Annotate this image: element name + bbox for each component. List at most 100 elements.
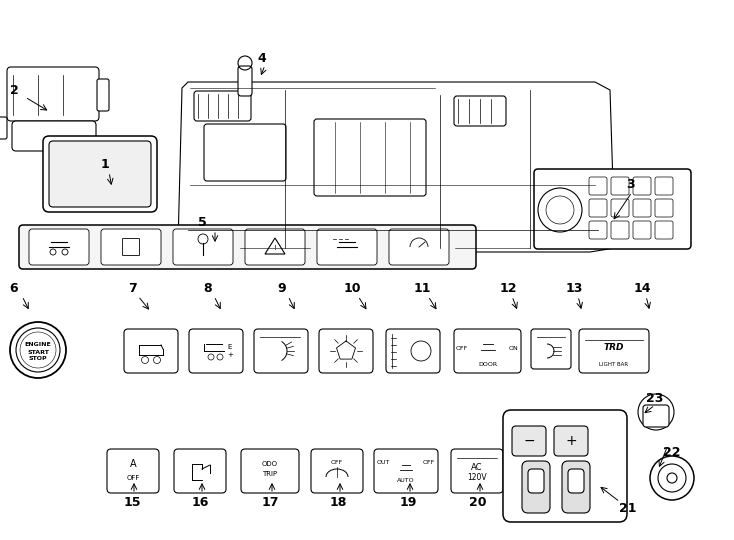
Text: 11: 11 bbox=[413, 281, 431, 294]
Text: 23: 23 bbox=[647, 392, 664, 404]
FancyBboxPatch shape bbox=[522, 461, 550, 513]
Text: 10: 10 bbox=[344, 281, 360, 294]
FancyBboxPatch shape bbox=[314, 119, 426, 196]
FancyBboxPatch shape bbox=[454, 329, 521, 373]
FancyBboxPatch shape bbox=[554, 426, 588, 456]
FancyBboxPatch shape bbox=[655, 221, 673, 239]
Text: 7: 7 bbox=[128, 281, 137, 294]
FancyBboxPatch shape bbox=[7, 67, 99, 121]
FancyBboxPatch shape bbox=[655, 177, 673, 195]
FancyBboxPatch shape bbox=[568, 469, 584, 493]
FancyBboxPatch shape bbox=[254, 329, 308, 373]
FancyBboxPatch shape bbox=[512, 426, 546, 456]
FancyBboxPatch shape bbox=[189, 329, 243, 373]
Text: ENGINE: ENGINE bbox=[25, 342, 51, 348]
Text: START: START bbox=[27, 349, 49, 354]
FancyBboxPatch shape bbox=[531, 329, 571, 369]
FancyBboxPatch shape bbox=[389, 229, 449, 265]
Text: 15: 15 bbox=[123, 496, 141, 509]
FancyBboxPatch shape bbox=[386, 329, 440, 373]
FancyBboxPatch shape bbox=[311, 449, 363, 493]
Text: −: − bbox=[523, 434, 535, 448]
Text: 8: 8 bbox=[204, 281, 212, 294]
FancyBboxPatch shape bbox=[579, 329, 649, 373]
Text: DOOR: DOOR bbox=[478, 362, 497, 368]
FancyBboxPatch shape bbox=[245, 229, 305, 265]
FancyBboxPatch shape bbox=[451, 449, 503, 493]
Text: ODO: ODO bbox=[262, 461, 278, 467]
FancyBboxPatch shape bbox=[107, 449, 159, 493]
FancyBboxPatch shape bbox=[589, 177, 607, 195]
FancyBboxPatch shape bbox=[374, 449, 438, 493]
FancyBboxPatch shape bbox=[43, 136, 157, 212]
FancyBboxPatch shape bbox=[611, 199, 629, 217]
Text: OFF: OFF bbox=[456, 347, 468, 352]
FancyBboxPatch shape bbox=[49, 141, 151, 207]
Text: 12: 12 bbox=[499, 281, 517, 294]
Text: 1: 1 bbox=[101, 159, 109, 172]
FancyBboxPatch shape bbox=[562, 461, 590, 513]
Text: LIGHT BAR: LIGHT BAR bbox=[600, 362, 628, 368]
FancyBboxPatch shape bbox=[534, 169, 691, 249]
FancyBboxPatch shape bbox=[503, 410, 627, 522]
Text: ON: ON bbox=[508, 347, 518, 352]
Text: +: + bbox=[227, 352, 233, 358]
Text: 6: 6 bbox=[10, 281, 18, 294]
FancyBboxPatch shape bbox=[238, 66, 252, 96]
FancyBboxPatch shape bbox=[204, 124, 286, 181]
Text: TRIP: TRIP bbox=[263, 471, 277, 477]
FancyBboxPatch shape bbox=[174, 449, 226, 493]
Text: !: ! bbox=[274, 245, 277, 251]
Text: 3: 3 bbox=[625, 179, 634, 192]
Text: E: E bbox=[228, 344, 232, 350]
FancyBboxPatch shape bbox=[528, 469, 544, 493]
Text: 21: 21 bbox=[619, 502, 637, 515]
FancyBboxPatch shape bbox=[643, 405, 669, 427]
Text: 9: 9 bbox=[277, 281, 286, 294]
Text: 14: 14 bbox=[633, 281, 651, 294]
FancyBboxPatch shape bbox=[589, 221, 607, 239]
Text: OUT: OUT bbox=[377, 460, 390, 464]
Text: OFF: OFF bbox=[126, 475, 139, 481]
FancyBboxPatch shape bbox=[0, 117, 7, 139]
Text: 22: 22 bbox=[664, 446, 680, 458]
FancyBboxPatch shape bbox=[454, 96, 506, 126]
Text: STOP: STOP bbox=[29, 356, 47, 361]
Text: 17: 17 bbox=[261, 496, 279, 509]
FancyBboxPatch shape bbox=[29, 229, 89, 265]
FancyBboxPatch shape bbox=[19, 225, 476, 269]
FancyBboxPatch shape bbox=[317, 229, 377, 265]
Text: 120V: 120V bbox=[467, 474, 487, 483]
FancyBboxPatch shape bbox=[633, 177, 651, 195]
Text: 19: 19 bbox=[399, 496, 417, 509]
FancyBboxPatch shape bbox=[611, 177, 629, 195]
Text: +: + bbox=[565, 434, 577, 448]
FancyBboxPatch shape bbox=[101, 229, 161, 265]
Text: OFF: OFF bbox=[331, 461, 343, 465]
Text: 4: 4 bbox=[258, 51, 266, 64]
Text: 18: 18 bbox=[330, 496, 346, 509]
Text: AC: AC bbox=[471, 462, 483, 471]
FancyBboxPatch shape bbox=[589, 199, 607, 217]
Text: OFF: OFF bbox=[423, 460, 435, 464]
FancyBboxPatch shape bbox=[655, 199, 673, 217]
Text: 16: 16 bbox=[192, 496, 208, 509]
FancyBboxPatch shape bbox=[173, 229, 233, 265]
FancyBboxPatch shape bbox=[633, 221, 651, 239]
Text: 13: 13 bbox=[565, 281, 583, 294]
Text: A: A bbox=[130, 459, 137, 469]
FancyBboxPatch shape bbox=[124, 329, 178, 373]
FancyBboxPatch shape bbox=[633, 199, 651, 217]
FancyBboxPatch shape bbox=[241, 449, 299, 493]
Text: 5: 5 bbox=[197, 215, 206, 228]
FancyBboxPatch shape bbox=[12, 121, 96, 151]
FancyBboxPatch shape bbox=[123, 239, 139, 255]
FancyBboxPatch shape bbox=[319, 329, 373, 373]
FancyBboxPatch shape bbox=[194, 91, 251, 121]
FancyBboxPatch shape bbox=[611, 221, 629, 239]
Text: 2: 2 bbox=[10, 84, 18, 97]
Text: AUTO: AUTO bbox=[397, 477, 415, 483]
Text: 20: 20 bbox=[469, 496, 487, 509]
FancyBboxPatch shape bbox=[97, 79, 109, 111]
Text: TRD: TRD bbox=[604, 342, 624, 352]
